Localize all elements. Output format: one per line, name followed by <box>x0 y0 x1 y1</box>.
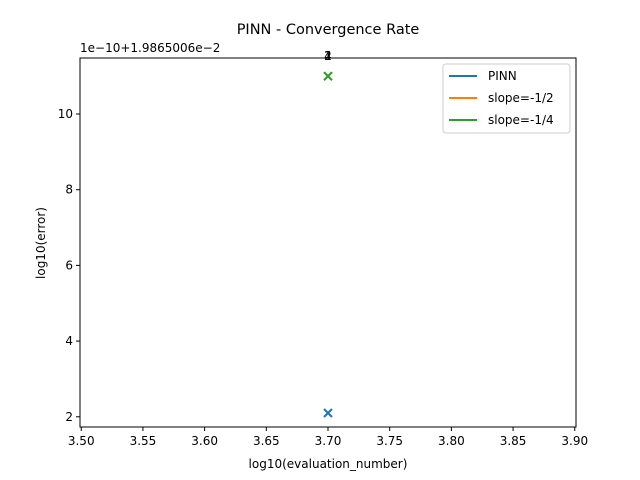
legend-label: slope=-1/4 <box>488 113 554 127</box>
x-tick-label: 3.50 <box>68 434 95 448</box>
y-tick-label: 6 <box>65 258 73 272</box>
x-tick-label: 3.75 <box>376 434 403 448</box>
y-tick-label: 2 <box>65 410 73 424</box>
x-axis-ticks: 3.50 3.55 3.60 3.65 3.70 3.75 3.80 3.85 3.90 <box>68 427 588 448</box>
y-tick-label: 8 <box>65 183 73 197</box>
plot-area <box>323 71 333 418</box>
data-point-series-0 <box>323 408 333 418</box>
legend-label: PINN <box>488 69 517 83</box>
data-point-series-2 <box>323 71 333 81</box>
legend-label: slope=-1/2 <box>488 91 554 105</box>
annotation-label: 1 <box>324 49 332 63</box>
x-tick-label: 3.70 <box>315 434 342 448</box>
legend: PINN slope=-1/2 slope=-1/4 <box>442 63 571 134</box>
x-tick-label: 3.80 <box>438 434 465 448</box>
annotations: 124 <box>324 49 332 63</box>
y-axis-label: log10(error) <box>34 207 48 279</box>
chart-title: PINN - Convergence Rate <box>237 22 420 38</box>
x-tick-label: 3.65 <box>253 434 280 448</box>
y-axis-ticks: 2 4 6 8 10 <box>58 107 80 424</box>
y-tick-label: 10 <box>58 107 73 121</box>
x-tick-label: 3.85 <box>500 434 527 448</box>
annotation-label: 2 <box>324 49 332 63</box>
y-offset-label: 1e−10+1.9865006e−2 <box>80 41 220 55</box>
x-tick-label: 3.60 <box>191 434 218 448</box>
y-tick-label: 4 <box>65 334 73 348</box>
x-axis-label: log10(evaluation_number) <box>249 457 408 471</box>
x-tick-label: 3.55 <box>130 434 157 448</box>
x-tick-label: 3.90 <box>561 434 588 448</box>
legend-box <box>442 63 571 134</box>
annotation-label: 4 <box>324 49 332 63</box>
